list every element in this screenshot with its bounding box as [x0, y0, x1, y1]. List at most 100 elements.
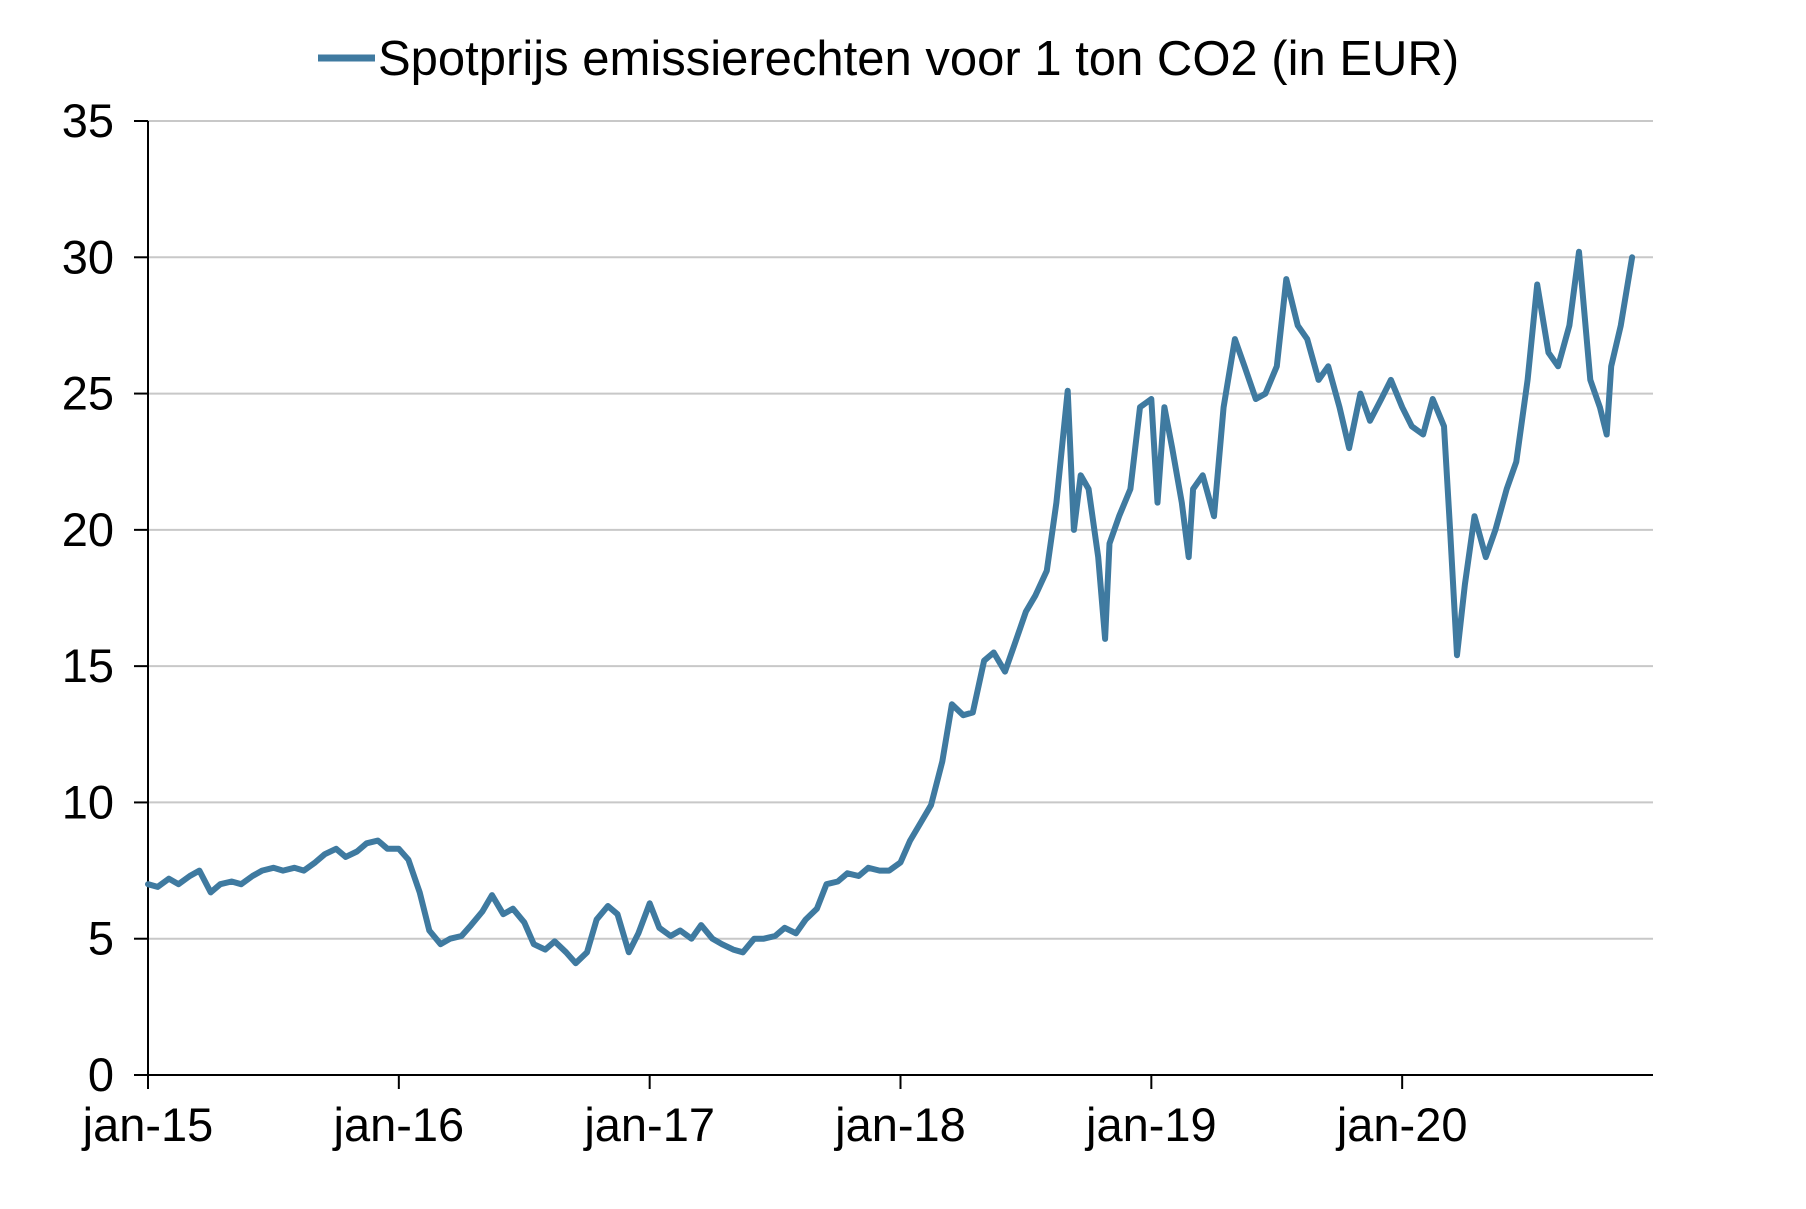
data-point — [250, 873, 256, 879]
axes — [147, 121, 1653, 1076]
data-point — [396, 846, 402, 852]
data-point — [1576, 249, 1582, 255]
legend: Spotprijs emissierechten voor 1 ton CO2 … — [318, 32, 1459, 86]
data-point — [740, 949, 746, 955]
data-point — [1471, 513, 1477, 519]
data-point — [343, 854, 349, 860]
data-point — [1441, 423, 1447, 429]
data-point — [563, 949, 569, 955]
data-point — [823, 881, 829, 887]
data-point — [364, 840, 370, 846]
data-point — [333, 846, 339, 852]
data-point — [918, 819, 924, 825]
data-point — [468, 922, 474, 928]
data-point — [312, 859, 318, 865]
data-point — [166, 876, 172, 882]
data-point — [1399, 404, 1405, 410]
data-point — [709, 936, 715, 942]
series — [145, 248, 1636, 967]
data-point — [668, 933, 674, 939]
data-point — [1283, 276, 1289, 282]
data-point — [1409, 423, 1415, 429]
data-point — [907, 838, 913, 844]
data-point — [259, 868, 265, 874]
data-point — [1186, 554, 1192, 560]
data-point — [751, 936, 757, 942]
data-point — [1044, 568, 1050, 574]
data-point — [375, 838, 381, 844]
data-point — [1325, 363, 1331, 369]
x-tick-label: jan-17 — [582, 1098, 715, 1151]
data-point — [521, 919, 527, 925]
data-point — [635, 930, 641, 936]
data-point — [1274, 363, 1280, 369]
data-point — [1155, 500, 1161, 506]
data-point — [385, 846, 391, 852]
legend-label: Spotprijs emissierechten voor 1 ton CO2 … — [378, 32, 1459, 86]
y-tick-label: 5 — [88, 912, 114, 965]
data-point — [1107, 540, 1113, 546]
y-tick-label: 0 — [88, 1048, 114, 1101]
data-point — [1367, 418, 1373, 424]
data-point — [981, 658, 987, 664]
y-tick-label: 25 — [62, 367, 114, 420]
data-point — [730, 947, 736, 953]
data-point — [1316, 377, 1322, 383]
data-point — [1447, 527, 1453, 533]
data-point — [1200, 472, 1206, 478]
data-point — [500, 911, 506, 917]
data-point — [322, 851, 328, 857]
data-point — [584, 949, 590, 955]
data-point — [793, 930, 799, 936]
data-point — [1065, 388, 1071, 394]
data-point — [1232, 336, 1238, 342]
data-point — [426, 928, 432, 934]
data-point — [573, 960, 579, 966]
data-point — [175, 881, 181, 887]
data-point — [698, 922, 704, 928]
data-point — [1179, 500, 1185, 506]
y-tick-label: 10 — [62, 775, 114, 828]
data-point — [1513, 459, 1519, 465]
data-point — [145, 881, 151, 887]
data-point — [196, 868, 202, 874]
data-point — [1336, 404, 1342, 410]
data-point — [1086, 486, 1092, 492]
y-tick-label: 30 — [62, 230, 114, 283]
data-point — [1420, 431, 1426, 437]
data-point — [417, 889, 423, 895]
data-point — [1221, 404, 1227, 410]
data-point — [1190, 486, 1196, 492]
data-point — [886, 868, 892, 874]
data-point — [229, 878, 235, 884]
data-point — [1295, 322, 1301, 328]
data-point — [1095, 554, 1101, 560]
y-tick-label: 15 — [62, 639, 114, 692]
data-point — [1525, 377, 1531, 383]
data-point — [844, 870, 850, 876]
data-point — [1608, 363, 1614, 369]
data-point — [1545, 350, 1551, 356]
data-point — [647, 900, 653, 906]
data-point — [1346, 445, 1352, 451]
data-point — [1357, 391, 1363, 397]
data-point — [291, 865, 297, 871]
x-tick-label: jan-15 — [81, 1098, 214, 1151]
data-point — [1555, 363, 1561, 369]
data-point — [1148, 396, 1154, 402]
data-point — [479, 908, 485, 914]
data-point — [1430, 396, 1436, 402]
data-point — [1262, 391, 1268, 397]
data-point — [782, 925, 788, 931]
data-point — [405, 857, 411, 863]
y-tick-label: 35 — [62, 94, 114, 147]
data-point — [1587, 377, 1593, 383]
data-point — [835, 878, 841, 884]
x-axis-ticks: jan-15 jan-16 jan-17 jan-18 jan-19 jan-20 — [81, 1075, 1467, 1151]
data-point — [1462, 581, 1468, 587]
data-point — [960, 712, 966, 718]
data-point — [970, 709, 976, 715]
data-point — [301, 868, 307, 874]
data-point — [991, 650, 997, 656]
data-point — [1504, 486, 1510, 492]
